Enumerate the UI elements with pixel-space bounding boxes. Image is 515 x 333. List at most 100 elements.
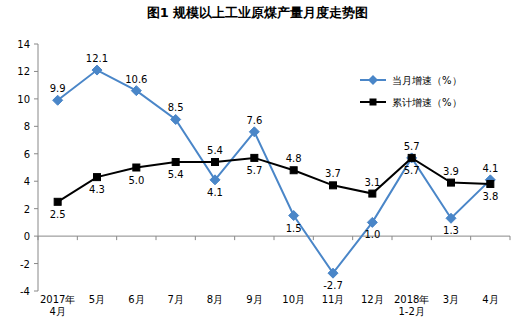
marker [94, 174, 101, 181]
marker [369, 190, 376, 197]
y-tick-label: -2 [20, 259, 30, 270]
legend-marker [368, 75, 378, 85]
data-label: 1.5 [286, 223, 302, 234]
x-tick-label: 2017年4月 [40, 294, 75, 317]
x-tick [116, 236, 117, 240]
title: 图1 规模以上工业原煤产量月度走势图 [147, 5, 369, 20]
y-tick [34, 291, 38, 292]
x-tick-label: 4月 [482, 294, 498, 305]
x-tick [38, 236, 39, 240]
marker [251, 154, 258, 161]
y-tick-label: -4 [20, 286, 30, 297]
data-label: 2.5 [50, 209, 66, 220]
data-label: 4.3 [89, 184, 105, 195]
y-tick-label: 6 [24, 149, 30, 160]
x-tick [195, 236, 196, 240]
y-axis [38, 44, 39, 291]
marker [133, 164, 140, 171]
marker [289, 211, 299, 221]
x-tick [352, 236, 353, 240]
marker [54, 198, 61, 205]
data-label: 7.6 [246, 115, 262, 126]
x-tick-label-line: 4月 [49, 306, 65, 317]
marker [210, 175, 220, 185]
marker [407, 153, 417, 163]
marker [328, 268, 338, 278]
x-tick [392, 236, 393, 240]
y-tick [34, 98, 38, 99]
x-tick-label: 3月 [443, 294, 459, 305]
marker [487, 180, 494, 187]
y-tick-label: 0 [24, 231, 30, 242]
legend-label: 当月增速（%） [392, 75, 462, 86]
chart: 图1 规模以上工业原煤产量月度走势图-4-2024681012142017年4月… [0, 0, 515, 333]
x-tick [510, 236, 511, 240]
series-line [58, 158, 491, 202]
marker [212, 159, 219, 166]
y-tick-label: 12 [17, 66, 30, 77]
data-label: 5.4 [207, 145, 223, 156]
y-tick-label: 14 [17, 39, 30, 50]
x-tick [274, 236, 275, 240]
data-label: 1.0 [364, 229, 380, 240]
y-tick-label: 2 [24, 204, 30, 215]
y-tick-label: 4 [24, 176, 30, 187]
x-tick-label-line: 2018年 [394, 294, 429, 305]
marker [249, 127, 259, 137]
data-label: 12.1 [86, 53, 108, 64]
data-label: 10.6 [125, 74, 147, 85]
x-tick [234, 236, 235, 240]
marker [53, 95, 63, 105]
y-tick [34, 44, 38, 45]
x-tick-label: 10月 [282, 294, 305, 305]
x-tick [470, 236, 471, 240]
x-tick-label-line: 1-2月 [398, 306, 424, 317]
y-tick [34, 126, 38, 127]
marker [367, 217, 377, 227]
x-tick [77, 236, 78, 240]
marker [290, 167, 297, 174]
y-tick [34, 208, 38, 209]
x-tick-label-line: 2017年 [40, 294, 75, 305]
y-tick [34, 181, 38, 182]
x-tick-label: 8月 [207, 294, 223, 305]
marker [92, 65, 102, 75]
series-line [58, 70, 491, 273]
data-label: -2.7 [323, 280, 343, 291]
x-tick-label: 7月 [167, 294, 183, 305]
legend-marker [370, 99, 377, 106]
y-tick [34, 236, 38, 237]
data-label: 8.5 [168, 102, 184, 113]
data-label: 4.8 [286, 153, 302, 164]
marker [330, 182, 337, 189]
plot-area [53, 65, 496, 278]
x-tick-label: 6月 [128, 294, 144, 305]
x-tick-label: 2018年1-2月 [394, 294, 429, 317]
data-label: 5.4 [168, 169, 184, 180]
x-tick-label: 5月 [89, 294, 105, 305]
marker [171, 114, 181, 124]
data-label: 3.9 [443, 166, 459, 177]
data-label: 5.0 [128, 175, 144, 186]
marker [408, 154, 415, 161]
data-label: 4.1 [207, 187, 223, 198]
data-label: 4.1 [482, 163, 498, 174]
marker [446, 213, 456, 223]
data-label: 3.8 [482, 191, 498, 202]
y-tick-label: 10 [17, 94, 30, 105]
data-label: 9.9 [50, 83, 66, 94]
data-label: 1.3 [443, 225, 459, 236]
data-label: 5.7 [404, 165, 420, 176]
x-tick [431, 236, 432, 240]
y-tick-label: 8 [24, 121, 30, 132]
y-tick [34, 153, 38, 154]
y-tick [34, 71, 38, 72]
marker [448, 179, 455, 186]
x-tick-label: 12月 [361, 294, 384, 305]
x-tick-label: 9月 [246, 294, 262, 305]
x-tick [156, 236, 157, 240]
data-label: 5.7 [246, 165, 262, 176]
data-label: 5.7 [404, 141, 420, 152]
x-tick [313, 236, 314, 240]
marker [131, 86, 141, 96]
